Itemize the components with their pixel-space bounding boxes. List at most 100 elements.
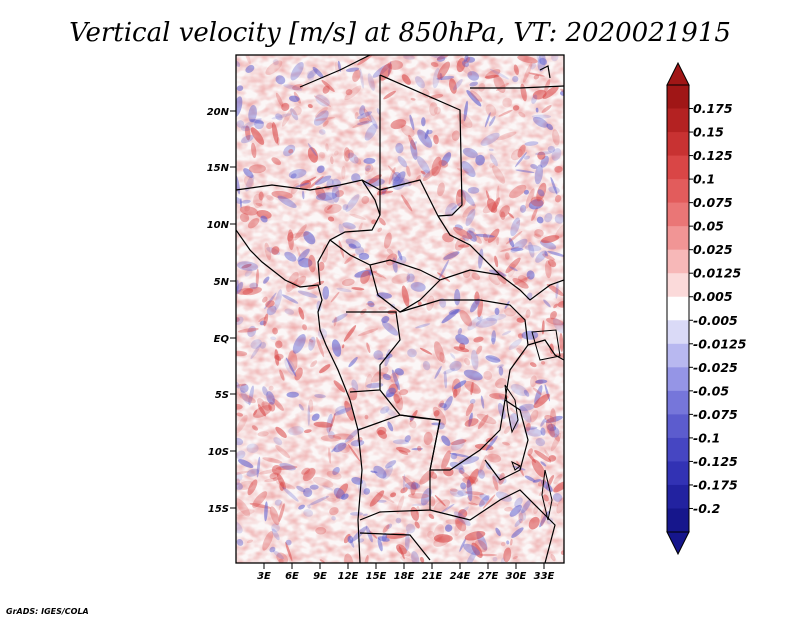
velocity-speckle (354, 269, 373, 278)
colorbar-label: -0.2 (693, 501, 720, 516)
velocity-speckle (560, 550, 564, 555)
velocity-speckle (437, 182, 445, 197)
velocity-speckle (474, 539, 488, 553)
velocity-speckle (497, 364, 504, 369)
velocity-speckle (427, 530, 435, 539)
velocity-speckle (262, 296, 268, 303)
velocity-speckle (348, 387, 358, 401)
velocity-speckle (298, 307, 305, 320)
velocity-speckle (320, 435, 342, 442)
velocity-speckle (407, 493, 429, 499)
velocity-speckle (409, 114, 415, 131)
velocity-speckle (540, 418, 546, 427)
colorbar-label: 0.15 (693, 125, 724, 140)
velocity-speckle (489, 116, 496, 127)
lon-tick-27e: 27E (478, 563, 499, 582)
velocity-speckle (443, 251, 460, 260)
velocity-speckle (421, 117, 426, 127)
velocity-speckle (290, 108, 299, 121)
velocity-speckle (319, 364, 331, 374)
velocity-speckle (373, 465, 387, 479)
velocity-speckle (347, 152, 359, 164)
velocity-speckle (535, 438, 546, 447)
lat-label: 10S (208, 447, 229, 458)
velocity-speckle (441, 450, 451, 470)
velocity-speckle (322, 286, 330, 300)
velocity-speckle (450, 353, 456, 359)
velocity-speckle (332, 433, 354, 440)
velocity-speckle (536, 182, 547, 202)
velocity-speckle (236, 478, 240, 486)
lon-label: 33E (534, 571, 555, 582)
velocity-speckle (262, 531, 274, 551)
velocity-speckle (257, 404, 266, 417)
velocity-speckle (498, 109, 513, 117)
velocity-speckle (271, 190, 293, 199)
velocity-speckle (363, 108, 372, 122)
velocity-speckle (351, 173, 361, 183)
velocity-speckle (545, 420, 555, 438)
velocity-speckle (450, 439, 467, 446)
velocity-speckle (344, 149, 354, 159)
colorbar-segment (667, 367, 689, 392)
velocity-speckle (533, 74, 540, 80)
velocity-speckle (491, 330, 496, 345)
velocity-speckle (436, 75, 455, 81)
velocity-speckle (433, 534, 453, 543)
velocity-speckle (333, 407, 352, 416)
velocity-speckle (468, 230, 482, 244)
velocity-speckle (530, 375, 537, 388)
velocity-speckle (376, 499, 387, 503)
velocity-speckle (552, 318, 564, 334)
velocity-speckle (408, 134, 417, 150)
velocity-speckle (528, 199, 544, 210)
velocity-speckle (504, 426, 511, 435)
velocity-speckle (544, 79, 551, 93)
velocity-speckle (414, 76, 425, 89)
velocity-speckle (489, 154, 498, 167)
velocity-speckle (321, 79, 335, 92)
velocity-speckle (497, 402, 506, 420)
velocity-speckle (453, 346, 470, 353)
velocity-speckle (509, 407, 517, 415)
velocity-speckle (494, 307, 500, 315)
velocity-speckle (315, 106, 328, 118)
velocity-speckle (364, 167, 370, 175)
velocity-speckle (393, 393, 401, 404)
velocity-speckle (276, 137, 280, 146)
velocity-speckle (404, 531, 410, 551)
velocity-speckle (265, 300, 275, 308)
chart-title: Vertical velocity [m/s] at 850hPa, VT: 2… (69, 18, 731, 48)
velocity-speckle (274, 289, 283, 310)
lon-tick-18e: 18E (394, 563, 415, 582)
velocity-speckle (495, 491, 512, 502)
velocity-speckle (286, 391, 299, 398)
velocity-speckle (246, 468, 260, 477)
velocity-speckle (483, 370, 493, 381)
velocity-speckle (357, 111, 372, 120)
velocity-speckle (352, 121, 368, 129)
lon-label: 18E (394, 571, 415, 582)
velocity-speckle (492, 556, 498, 562)
velocity-speckle (396, 397, 403, 405)
velocity-speckle (326, 178, 334, 189)
velocity-speckle (239, 383, 249, 393)
velocity-speckle (453, 388, 458, 398)
velocity-speckle (464, 531, 486, 541)
velocity-speckle (392, 171, 406, 188)
velocity-speckle (508, 238, 515, 248)
velocity-speckle (395, 446, 411, 453)
velocity-speckle (458, 509, 468, 519)
velocity-speckle (474, 233, 495, 238)
velocity-speckle (532, 387, 542, 395)
velocity-speckle (432, 67, 441, 89)
velocity-speckle (512, 555, 518, 560)
velocity-speckle (477, 414, 489, 430)
velocity-speckle (466, 230, 477, 242)
velocity-speckle (251, 425, 259, 431)
velocity-speckle (460, 482, 467, 490)
velocity-speckle (509, 266, 518, 272)
velocity-speckle (326, 470, 342, 480)
velocity-speckle (316, 336, 325, 358)
velocity-speckle (550, 408, 557, 428)
